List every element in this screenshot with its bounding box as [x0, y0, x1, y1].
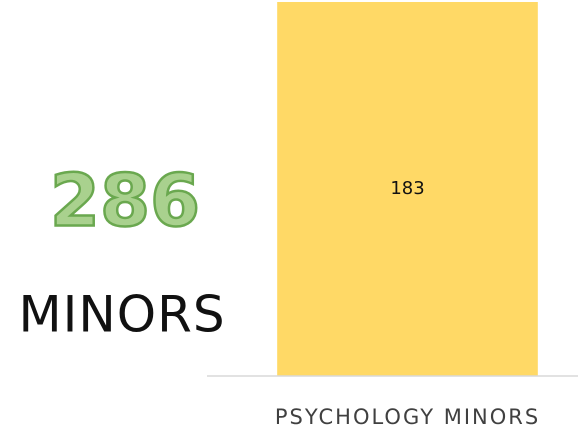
- bar: [277, 2, 538, 376]
- headline-text: MINORS: [18, 286, 225, 344]
- headline-number: 286: [50, 159, 200, 243]
- x-tick-label: PSYCHOLOGY MINORS: [275, 405, 540, 429]
- value-label: 183: [390, 178, 424, 199]
